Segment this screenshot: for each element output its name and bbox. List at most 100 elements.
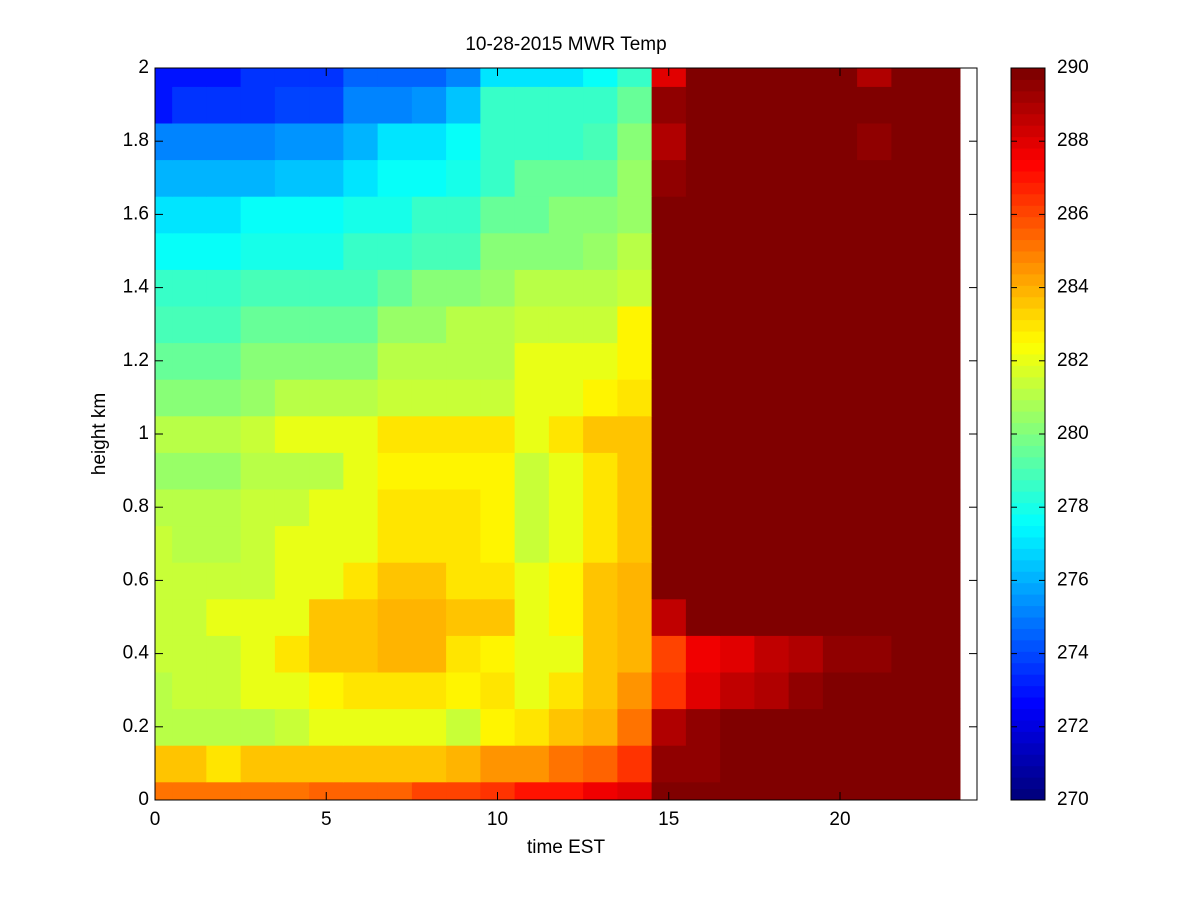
heat-cell (274, 671, 310, 710)
heat-cell (720, 122, 755, 161)
heat-cell (822, 232, 858, 270)
heat-cell (754, 452, 790, 490)
heat-cell (309, 342, 344, 380)
heat-cell (206, 86, 242, 124)
heat-cell (583, 598, 618, 636)
heat-cell (891, 269, 927, 307)
heat-cell (446, 488, 481, 527)
colorbar-swatch (1011, 182, 1045, 195)
heat-cell (274, 305, 310, 344)
heat-cell (754, 415, 790, 453)
heat-cell (617, 159, 653, 197)
heat-cell (754, 488, 790, 527)
heat-cell (155, 342, 173, 380)
heat-cell (651, 68, 687, 87)
heat-cell (720, 379, 755, 417)
heat-cell (309, 745, 344, 783)
heat-cell (480, 452, 516, 490)
heat-cell (617, 488, 653, 527)
heat-cell (155, 379, 173, 417)
heat-cell (172, 781, 207, 800)
heat-cell (240, 68, 276, 87)
heat-cell (651, 671, 687, 710)
heat-cell (446, 708, 481, 746)
heat-cell (891, 452, 927, 490)
heat-cell (274, 745, 310, 783)
colorbar-swatch (1011, 136, 1045, 149)
heat-cell (155, 598, 173, 636)
colorbar-tick-label: 276 (1057, 569, 1089, 590)
colorbar-swatch (1011, 628, 1045, 641)
heat-cell (788, 122, 824, 161)
heat-cell (720, 68, 755, 87)
heat-cell (925, 781, 961, 800)
heat-cell (925, 379, 961, 417)
heat-cell (343, 598, 379, 636)
colorbar-swatch (1011, 342, 1045, 355)
heat-cell (514, 708, 550, 746)
heat-cell (343, 708, 379, 746)
heat-cell (617, 68, 653, 87)
colorbar-tick-label: 284 (1057, 277, 1089, 298)
heat-cell (685, 305, 721, 344)
heat-cell (857, 269, 892, 307)
heat-cell (891, 562, 927, 600)
colorbar-swatch (1011, 639, 1045, 652)
heat-cell (788, 671, 824, 710)
heat-cell (651, 269, 687, 307)
colorbar-swatch (1011, 331, 1045, 343)
heat-cell (754, 562, 790, 600)
heat-cell (155, 122, 173, 161)
heat-cell (309, 525, 344, 563)
heat-cell (240, 305, 276, 344)
heat-cell (685, 452, 721, 490)
heat-cell (377, 232, 413, 270)
heat-cell (925, 68, 961, 87)
heat-cell (155, 781, 173, 800)
heat-cell (206, 305, 242, 344)
y-tick-label: 0.4 (123, 643, 150, 664)
heat-cell (240, 415, 276, 453)
heat-cell (548, 86, 584, 124)
heat-cell (891, 342, 927, 380)
colorbar-swatch (1011, 719, 1045, 732)
heat-cell (891, 305, 927, 344)
heat-cell (754, 269, 790, 307)
heat-cell (172, 269, 207, 307)
heat-cell (583, 415, 618, 453)
heat-cell (480, 159, 516, 197)
heat-cell (548, 122, 584, 161)
heat-cell (891, 525, 927, 563)
colorbar-swatch (1011, 79, 1045, 92)
heat-cell (651, 525, 687, 563)
x-tick-label: 5 (321, 809, 332, 830)
heat-cell (651, 232, 687, 270)
heat-cell (720, 708, 755, 746)
heat-cell (309, 379, 344, 417)
heat-cell (309, 415, 344, 453)
heat-cell (754, 122, 790, 161)
colorbar-swatch (1011, 102, 1045, 115)
colorbar-tick-label: 288 (1057, 130, 1089, 151)
heat-cell (274, 342, 310, 380)
heat-cell (651, 86, 687, 124)
x-tick-label: 15 (658, 809, 679, 830)
heat-cell (548, 232, 584, 270)
heat-cell (583, 452, 618, 490)
heat-cell (651, 122, 687, 161)
heat-cell (925, 562, 961, 600)
heat-cell (514, 122, 550, 161)
heat-cell (172, 745, 207, 783)
heat-cell (720, 196, 755, 234)
heat-cell (206, 562, 242, 600)
heat-cell (206, 598, 242, 636)
colorbar-swatch (1011, 788, 1045, 801)
colorbar-swatch (1011, 594, 1045, 607)
heat-cell (617, 781, 653, 800)
heat-cell (377, 342, 413, 380)
colorbar-swatch (1011, 491, 1045, 504)
colorbar-swatch (1011, 411, 1045, 424)
heat-cell (514, 745, 550, 783)
heat-cell (240, 196, 276, 234)
